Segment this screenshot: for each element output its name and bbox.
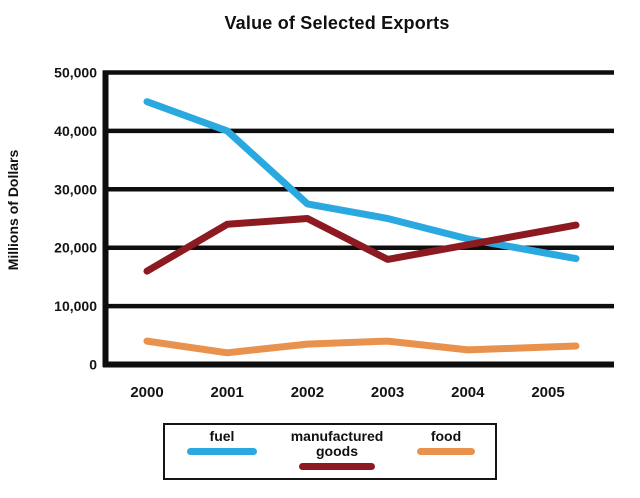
legend-item-food: food <box>417 429 475 455</box>
y-tick-label: 50,000 <box>54 65 97 81</box>
legend-swatch-manufactured-goods <box>299 463 375 470</box>
x-tick-label: 2003 <box>371 384 404 401</box>
food-line <box>143 337 580 357</box>
x-tick-label: 2001 <box>211 384 244 401</box>
fuel-line <box>143 98 580 263</box>
x-tick-label: 2005 <box>531 384 564 401</box>
y-tick-label: 40,000 <box>54 123 97 139</box>
legend-item-manufactured-goods: manufactured goods <box>281 429 393 470</box>
plot-area: 0 10,000 20,000 30,000 40,000 50,000 2000 2001 2… <box>54 65 614 401</box>
x-tick-label: 2004 <box>451 384 485 401</box>
y-tick-label: 20,000 <box>54 240 97 256</box>
y-tick-label: 30,000 <box>54 181 97 197</box>
legend-item-fuel: fuel <box>187 429 257 455</box>
legend-label-food: food <box>430 428 462 444</box>
chart-legend: fuel manufactured goods food <box>163 423 497 480</box>
x-tick-label: 2000 <box>130 384 163 401</box>
legend-swatch-fuel <box>187 448 257 455</box>
legend-label-fuel: fuel <box>209 428 235 444</box>
legend-swatch-food <box>417 448 475 455</box>
x-tick-label: 2002 <box>291 384 324 401</box>
manufactured-goods-line <box>143 215 580 275</box>
legend-label-manufactured-goods: manufactured goods <box>290 428 384 459</box>
y-tick-label: 0 <box>89 357 97 373</box>
y-tick-label: 10,000 <box>54 298 97 314</box>
chart-title: Value of Selected Exports <box>224 13 450 33</box>
